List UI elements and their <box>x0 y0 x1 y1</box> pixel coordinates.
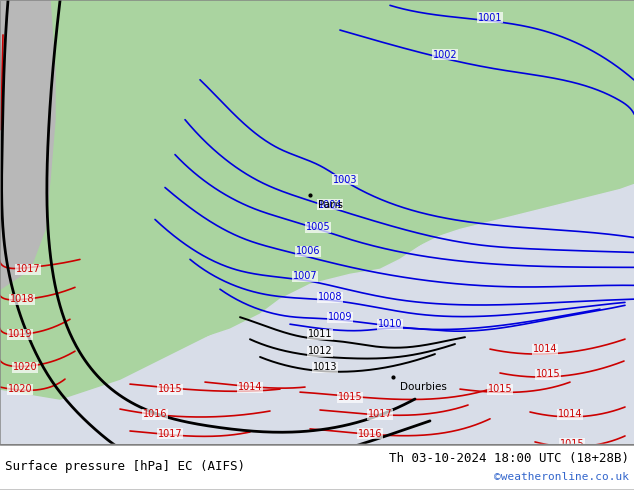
Text: 1016: 1016 <box>578 452 602 462</box>
Text: 1011: 1011 <box>307 329 332 339</box>
Text: 1015: 1015 <box>536 369 560 379</box>
Text: 1013: 1013 <box>313 362 337 372</box>
Text: 1016: 1016 <box>288 454 313 464</box>
Text: 1015: 1015 <box>488 384 512 394</box>
Text: 1016: 1016 <box>143 409 167 419</box>
Text: 1006: 1006 <box>295 246 320 256</box>
Text: 1019: 1019 <box>8 329 32 339</box>
Polygon shape <box>0 0 80 224</box>
Text: 1014: 1014 <box>558 409 582 419</box>
Text: 1001: 1001 <box>478 13 502 23</box>
Polygon shape <box>165 0 240 90</box>
Text: Surface pressure [hPa] EC (AIFS): Surface pressure [hPa] EC (AIFS) <box>5 461 245 473</box>
Text: 1016: 1016 <box>437 454 462 464</box>
Text: 1016: 1016 <box>428 479 452 489</box>
Text: 1014: 1014 <box>533 344 557 354</box>
Bar <box>0 444 634 489</box>
Text: 1002: 1002 <box>432 50 457 60</box>
Text: 1003: 1003 <box>333 174 357 185</box>
Polygon shape <box>55 0 634 489</box>
Text: 1017: 1017 <box>16 265 41 274</box>
Text: Paris: Paris <box>318 199 343 210</box>
Polygon shape <box>85 140 180 210</box>
Text: 1017: 1017 <box>158 429 183 439</box>
Text: 1008: 1008 <box>318 293 342 302</box>
Text: 1015: 1015 <box>560 439 585 449</box>
Text: 1004: 1004 <box>318 199 342 210</box>
Text: 1007: 1007 <box>293 271 317 281</box>
Text: 1015: 1015 <box>307 472 332 482</box>
Polygon shape <box>0 185 634 489</box>
Polygon shape <box>0 0 55 289</box>
Text: 1018: 1018 <box>10 294 34 304</box>
Polygon shape <box>0 0 634 399</box>
Text: 1018: 1018 <box>98 449 122 459</box>
Text: 1020: 1020 <box>8 384 32 394</box>
Text: 1010: 1010 <box>378 319 402 329</box>
Text: 1014: 1014 <box>238 382 262 392</box>
Text: 1009: 1009 <box>328 312 353 322</box>
Text: Th 03-10-2024 18:00 UTC (18+28B): Th 03-10-2024 18:00 UTC (18+28B) <box>389 452 629 466</box>
Text: 1015: 1015 <box>158 384 183 394</box>
Text: 1015: 1015 <box>338 392 362 402</box>
Text: 1005: 1005 <box>306 222 330 232</box>
Text: 1020: 1020 <box>13 362 37 372</box>
Text: 1016: 1016 <box>358 429 382 439</box>
Text: 1012: 1012 <box>307 346 332 356</box>
Text: 1017: 1017 <box>368 409 392 419</box>
Text: 1015: 1015 <box>368 454 392 464</box>
Text: Dourbies: Dourbies <box>400 382 447 392</box>
Text: ©weatheronline.co.uk: ©weatheronline.co.uk <box>494 472 629 482</box>
